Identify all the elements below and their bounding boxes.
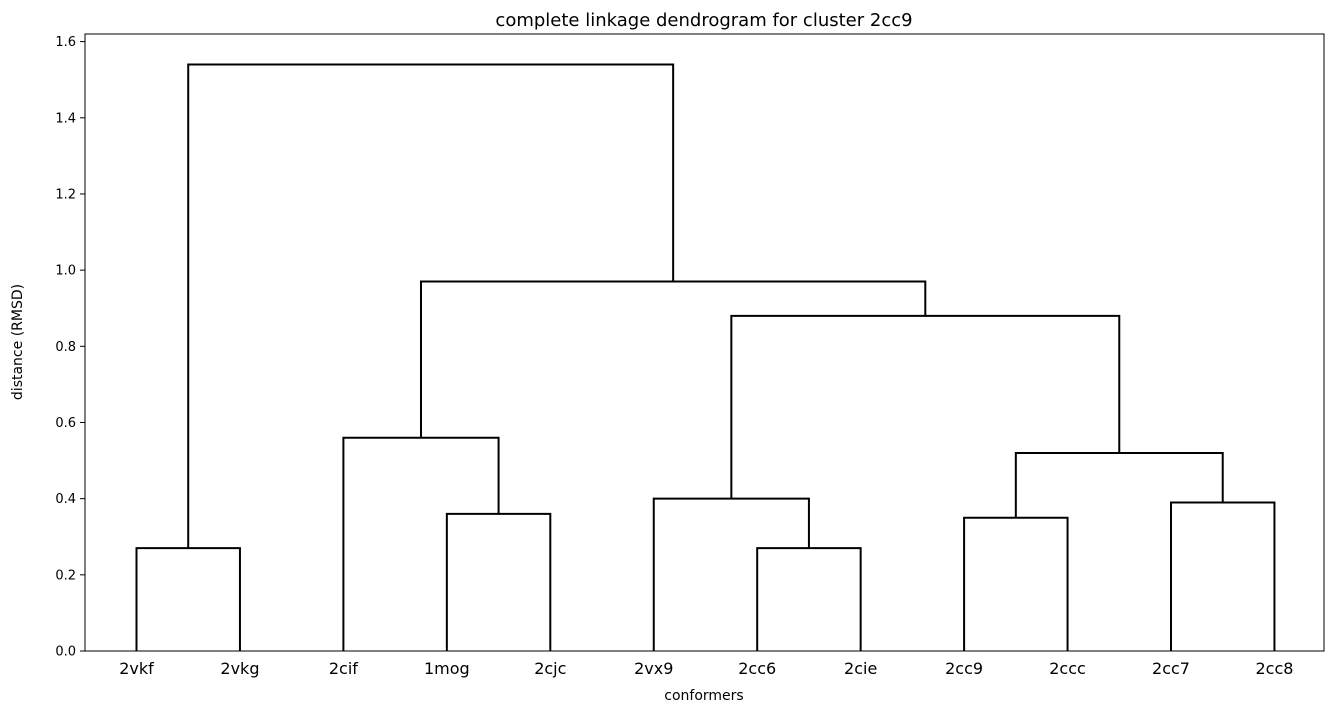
dendrogram-link bbox=[342, 436, 500, 651]
leaf-label: 2cie bbox=[844, 659, 877, 678]
leaf-label: 2cc7 bbox=[1152, 659, 1190, 678]
dendrogram-link bbox=[187, 63, 675, 549]
leaf-label: 2ccc bbox=[1049, 659, 1086, 678]
dendrogram-link bbox=[652, 497, 810, 651]
y-tick-label: 0.0 bbox=[55, 645, 76, 660]
leaf-label: 1mog bbox=[424, 659, 470, 678]
chart-title: complete linkage dendrogram for cluster … bbox=[495, 10, 912, 31]
dendrogram-link bbox=[730, 314, 1121, 499]
dendrogram-link bbox=[419, 280, 927, 438]
leaf-label: 2vkf bbox=[119, 659, 154, 678]
y-tick-label: 1.2 bbox=[55, 187, 76, 202]
dendrogram-link bbox=[1014, 451, 1224, 518]
y-axis-ticks: 0.0 0.2 0.4 0.6 0.8 1.0 1.2 1.4 1.6 bbox=[55, 35, 85, 660]
leaf-label: 2cjc bbox=[534, 659, 566, 678]
y-tick-label: 1.4 bbox=[55, 111, 76, 126]
dendrogram-link bbox=[1170, 501, 1276, 651]
y-tick-label: 0.6 bbox=[55, 416, 76, 431]
x-axis-label: conformers bbox=[664, 688, 743, 704]
dendrogram-link bbox=[445, 512, 552, 651]
leaf-label: 2vkg bbox=[220, 659, 259, 678]
leaf-label: 2cc9 bbox=[945, 659, 983, 678]
dendrogram-link bbox=[135, 547, 241, 651]
dendrogram-links bbox=[135, 63, 1276, 651]
y-tick-label: 0.2 bbox=[55, 568, 76, 583]
y-tick-label: 0.8 bbox=[55, 340, 76, 355]
leaf-label: 2cc6 bbox=[738, 659, 776, 678]
y-tick-label: 1.6 bbox=[55, 35, 76, 50]
leaf-label: 2vx9 bbox=[634, 659, 673, 678]
dendrogram-link bbox=[963, 516, 1069, 651]
dendrogram-link bbox=[756, 547, 862, 651]
y-tick-label: 1.0 bbox=[55, 264, 76, 279]
leaf-label: 2cc8 bbox=[1255, 659, 1293, 678]
y-axis-label: distance (RMSD) bbox=[10, 284, 26, 400]
x-axis-ticks: 2vkf 2vkg 2cif 1mog 2cjc 2vx9 2cc6 2cie 2cc9 2ccc… bbox=[119, 659, 1293, 678]
leaf-label: 2cif bbox=[329, 659, 358, 678]
y-tick-label: 0.4 bbox=[55, 492, 76, 507]
plot-frame bbox=[84, 33, 1325, 652]
